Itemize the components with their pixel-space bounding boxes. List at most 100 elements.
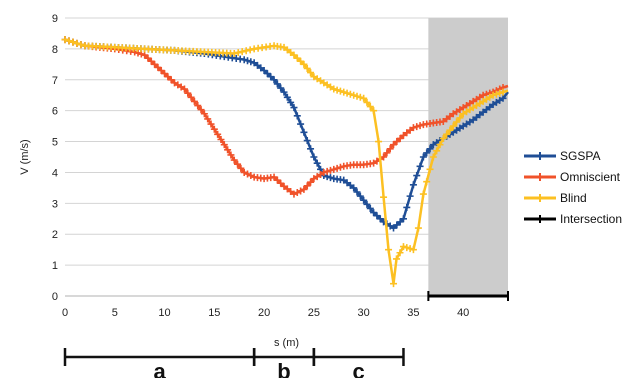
marker-omniscient	[323, 167, 331, 175]
marker-omniscient	[224, 146, 232, 154]
marker-sgspa	[426, 145, 434, 153]
x-tick-label-5: 25	[308, 307, 320, 319]
series-group	[61, 36, 509, 301]
segment-brackets: a b c	[63, 348, 405, 378]
marker-blind	[343, 89, 351, 97]
marker-sgspa	[353, 188, 361, 196]
marker-sgspa	[399, 215, 407, 223]
shaded-intersection-region	[428, 18, 508, 296]
marker-blind	[385, 246, 393, 254]
x-tick-label-7: 35	[407, 307, 419, 319]
marker-sgspa	[293, 112, 301, 120]
marker-blind	[403, 244, 411, 252]
marker-blind	[419, 190, 427, 198]
x-tick-label-2: 10	[158, 307, 170, 319]
marker-blind	[300, 60, 308, 68]
legend-label-intersection: Intersection	[560, 212, 622, 226]
marker-sgspa	[356, 192, 364, 200]
marker-sgspa	[244, 57, 252, 65]
marker-sgspa	[280, 88, 288, 96]
legend: SGSPA Omniscient Blind Intersection	[524, 149, 622, 226]
marker-omniscient	[187, 93, 195, 101]
marker-blind	[436, 141, 444, 149]
marker-omniscient	[326, 166, 334, 174]
marker-blind	[307, 69, 315, 77]
marker-sgspa	[290, 104, 298, 112]
y-tick-label-8: 8	[52, 44, 58, 56]
marker-omniscient	[333, 164, 341, 172]
y-tick-label-1: 1	[52, 260, 58, 272]
y-tick-label-9: 9	[52, 13, 58, 25]
y-tick-label-6: 6	[52, 106, 58, 118]
marker-blind	[423, 178, 431, 186]
x-ticks: 0 5 10 15 20 25 30 35 40	[62, 307, 469, 319]
legend-label-omniscient: Omniscient	[560, 170, 621, 184]
y-tick-label-0: 0	[52, 291, 58, 303]
marker-blind	[77, 41, 85, 49]
marker-blind	[360, 94, 368, 102]
marker-omniscient	[190, 97, 198, 105]
marker-blind	[414, 224, 422, 232]
marker-blind	[65, 37, 73, 45]
shaded-region	[428, 18, 508, 296]
marker-blind	[333, 86, 341, 94]
marker-blind	[443, 130, 451, 138]
marker-blind	[399, 243, 407, 251]
marker-omniscient	[214, 130, 222, 138]
y-tick-label-5: 5	[52, 137, 58, 149]
segment-label-c: c	[353, 359, 365, 378]
marker-blind	[406, 245, 414, 253]
marker-sgspa	[287, 98, 295, 106]
marker-omniscient	[383, 149, 391, 157]
marker-omniscient	[409, 124, 417, 132]
marker-blind	[426, 165, 434, 173]
marker-blind	[61, 36, 69, 44]
legend-label-sgspa: SGSPA	[560, 149, 600, 163]
marker-sgspa	[247, 58, 255, 66]
marker-blind	[409, 246, 417, 254]
marker-omniscient	[386, 145, 394, 153]
marker-omniscient	[210, 125, 218, 133]
marker-sgspa	[307, 145, 315, 153]
marker-sgspa	[350, 184, 358, 192]
marker-blind	[380, 193, 388, 201]
marker-blind	[433, 147, 441, 155]
marker-blind	[303, 64, 311, 72]
y-tick-label-2: 2	[52, 229, 58, 241]
series-line-omniscient	[64, 38, 509, 196]
marker-omniscient	[220, 141, 228, 149]
marker-blind	[393, 255, 401, 263]
marker-omniscient	[416, 122, 424, 130]
marker-omniscient	[227, 151, 235, 159]
marker-omniscient	[413, 123, 421, 131]
marker-omniscient	[237, 164, 245, 172]
marker-sgspa	[240, 56, 248, 64]
marker-sgspa	[313, 159, 321, 167]
y-tick-label-4: 4	[52, 167, 58, 179]
marker-sgspa	[273, 80, 281, 88]
marker-blind	[449, 122, 457, 130]
x-tick-label-4: 20	[258, 307, 270, 319]
marker-blind	[234, 49, 242, 57]
marker-sgspa	[409, 181, 417, 189]
marker-sgspa	[363, 200, 371, 208]
marker-omniscient	[336, 163, 344, 171]
marker-omniscient	[303, 182, 311, 190]
marker-blind	[439, 134, 447, 142]
x-tick-label-0: 0	[62, 307, 68, 319]
segment-label-b: b	[277, 359, 290, 378]
x-tick-label-1: 5	[112, 307, 118, 319]
marker-omniscient	[180, 85, 188, 93]
marker-blind	[340, 88, 348, 96]
marker-sgspa	[366, 204, 374, 212]
marker-sgspa	[270, 76, 278, 84]
marker-blind	[446, 126, 454, 134]
marker-omniscient	[134, 49, 142, 57]
marker-sgspa	[326, 174, 334, 182]
marker-blind	[456, 114, 464, 122]
marker-omniscient	[234, 160, 242, 168]
marker-sgspa	[423, 149, 431, 157]
marker-blind	[242, 47, 250, 55]
marker-blind	[73, 39, 81, 47]
y-tick-label-3: 3	[52, 198, 58, 210]
